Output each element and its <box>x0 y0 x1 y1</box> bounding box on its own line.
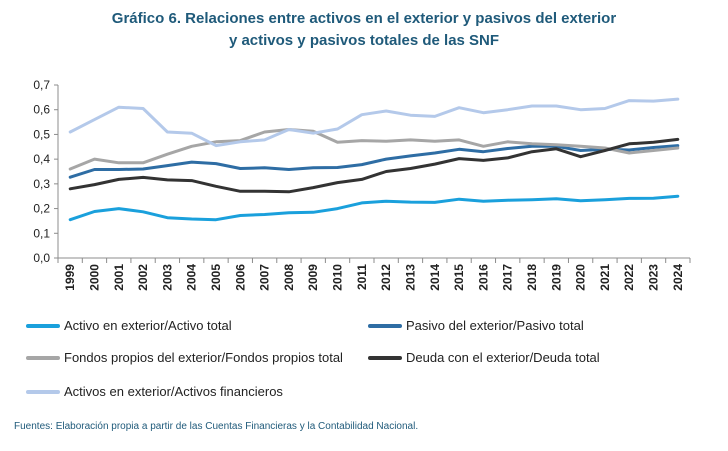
y-tick-label: 0,3 <box>33 177 50 191</box>
x-tick-label: 2007 <box>258 264 272 291</box>
y-tick-label: 0,2 <box>33 202 50 216</box>
x-tick-label: 2018 <box>525 264 539 291</box>
chart-title-line-1: Gráfico 6. Relaciones entre activos en e… <box>111 10 617 27</box>
source-note: Fuentes: Elaboración propia a partir de … <box>14 421 419 432</box>
series-line-2 <box>68 144 680 179</box>
x-tick-label: 2004 <box>185 264 199 291</box>
x-tick-label: 2013 <box>403 264 417 291</box>
series-line-4 <box>68 137 680 194</box>
series-line-5 <box>68 97 680 148</box>
y-tick-label: 0,6 <box>33 103 50 117</box>
chart-title: Gráfico 6. Relaciones entre activos en e… <box>0 8 728 52</box>
axes: 0,0 0,1 0,2 0,3 0,4 0,5 0,6 0,7 1999 2000 2001 2002… <box>33 78 691 291</box>
y-tick-label: 0,4 <box>33 152 50 166</box>
x-tick-label: 2003 <box>160 264 174 291</box>
x-tick-label: 2012 <box>379 264 393 291</box>
x-tick-label: 2021 <box>598 264 612 291</box>
x-tick-label: 2001 <box>112 264 126 291</box>
x-tick-label: 2008 <box>282 264 296 291</box>
y-tick-label: 0,5 <box>33 127 50 141</box>
x-tick-label: 2005 <box>209 264 223 291</box>
x-tick-label: 2020 <box>574 264 588 291</box>
y-tick-label: 0,1 <box>33 226 50 240</box>
x-tick-label: 2015 <box>452 264 466 291</box>
y-tick-label: 0,7 <box>33 78 50 92</box>
series-line-3 <box>68 128 680 171</box>
x-tick-label: 2002 <box>136 264 150 291</box>
x-tick-label: 2019 <box>549 264 563 291</box>
x-tick-label: 2000 <box>87 264 101 291</box>
y-tick-label: 0,0 <box>33 251 50 265</box>
x-tick-label: 2010 <box>331 264 345 291</box>
series-lines <box>68 97 680 222</box>
x-tick-label: 2024 <box>671 264 685 291</box>
x-tick-label: 2011 <box>355 264 369 290</box>
chart-title-line-2: y activos y pasivos totales de las SNF <box>228 32 500 49</box>
x-tick-label: 2016 <box>476 264 490 291</box>
series-line-1 <box>68 194 680 222</box>
x-tick-label: 2023 <box>647 264 661 291</box>
x-tick-label: 1999 <box>63 264 77 291</box>
x-tick-label: 2022 <box>622 264 636 291</box>
x-tick-label: 2017 <box>501 264 515 291</box>
x-tick-label: 2009 <box>306 264 320 291</box>
x-tick-label: 2006 <box>233 264 247 291</box>
x-tick-label: 2014 <box>428 264 442 291</box>
